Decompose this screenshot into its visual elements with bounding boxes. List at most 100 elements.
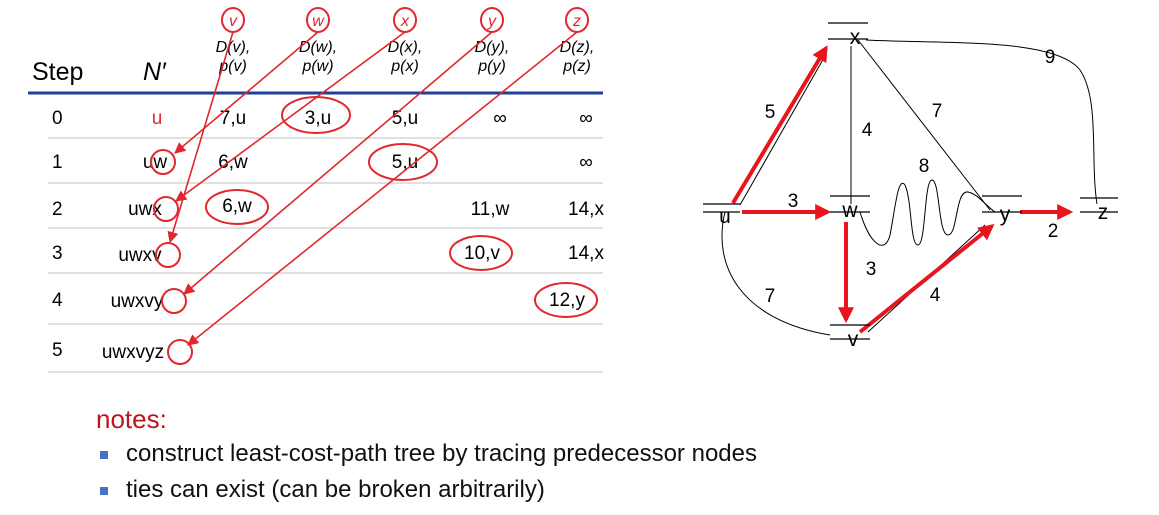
note-text: ties can exist (can be broken arbitraril… [126,476,545,503]
nprime-cell: uw [143,152,168,173]
col-w-d: D(w), [299,39,337,56]
dijkstra-table: Step N′ v D(v), p(v) w D(w), p(w) x D(x)… [28,7,604,373]
nprime-cell: uwxv [118,245,162,266]
added-circle-y [161,288,187,314]
col-x-d: D(x), [388,39,423,56]
trace-arrow-w [174,31,319,154]
step-cell: 5 [52,340,63,361]
weight-u-v: 7 [765,286,776,307]
col-w-p: p(w) [301,58,333,75]
nprime-cell: u [152,108,163,129]
weight-w-y: 8 [919,156,930,177]
col-x-p: p(x) [390,58,419,75]
col-y-d: D(y), [475,39,510,56]
col-z-node: z [572,13,581,30]
table-row: 4 uwxvy 12,y [52,290,585,312]
col-y-node: y [487,13,497,30]
trace-arrow-y [183,31,493,295]
step-cell: 0 [52,108,63,129]
dist-cell: 7,u [220,108,246,129]
note-text: construct least-cost-path tree by tracin… [126,440,757,467]
col-z-d: D(z), [560,39,595,56]
col-v-p: p(v) [218,58,247,75]
square-bullet-icon [100,487,108,495]
dist-cell: ∞ [579,108,593,129]
table-row: 5 uwxvyz [52,340,164,363]
tree-edge-u-x [731,45,828,205]
dist-cell: 5,u [392,108,418,129]
edge-u-v [721,211,831,336]
nprime-cell: uwxvyz [102,342,164,363]
dist-cell: 14,x [568,243,604,264]
dist-cell: 3,u [305,108,331,129]
table-row: 0 u 7,u 3,u 5,u ∞ ∞ [52,108,593,129]
column-headers: v D(v), p(v) w D(w), p(w) x D(x), p(x) y… [216,7,595,75]
node-y-label: y [1000,203,1011,226]
tree-edge-v-y [858,223,995,334]
col-y-p: p(y) [477,58,506,75]
dist-cell: 6,w [218,152,248,173]
weight-u-w: 3 [788,191,799,212]
col-z-circle [565,7,589,33]
dist-cell: 5,u [392,152,418,173]
weight-x-y: 7 [932,101,943,122]
node-z-label: z [1098,201,1109,224]
min-circle-x [368,143,438,181]
edge-u-x [739,55,826,206]
trace-arrows [167,31,578,346]
nprime-header: N′ [143,58,167,86]
edge-x-y [857,39,991,211]
row-rules [48,137,603,373]
dist-cell: 6,w [222,196,252,217]
step-cell: 4 [52,290,63,311]
weight-y-z: 2 [1048,221,1059,242]
square-bullet-icon [100,451,108,459]
node-x: x [828,22,868,49]
node-y: y [982,195,1022,226]
col-v-d: D(v), [216,39,251,56]
min-circle-v [205,189,269,225]
min-circle-y [449,235,513,271]
node-v: v [830,324,870,351]
node-x-label: x [850,26,861,49]
col-w-node: w [312,13,325,30]
node-u: u [703,203,740,228]
step-cell: 3 [52,243,63,264]
min-circle-z [534,282,598,318]
col-x-node: x [400,13,410,30]
added-circle-z [167,339,193,365]
nprime-cell: uwx [128,199,162,220]
dist-cell: 11,w [471,199,510,220]
main-canvas: Step N′ v D(v), p(v) w D(w), p(w) x D(x)… [28,7,1118,373]
trace-arrow-x [175,31,406,202]
weight-x-z: 9 [1045,47,1056,68]
edge-x-z [865,39,1098,205]
network-graph: x u w y z v 5 3 7 4 [703,22,1118,351]
added-circle-w [150,149,176,175]
col-w-circle [306,7,330,33]
weight-u-x: 5 [765,102,776,123]
dist-cell: ∞ [493,108,507,129]
step-header: Step [32,58,83,86]
step-cell: 2 [52,199,63,220]
note-item: ties can exist (can be broken arbitraril… [96,475,757,505]
trace-arrow-v [167,31,234,244]
trace-arrow-z [187,31,578,346]
weight-v-y: 4 [930,285,941,306]
note-item: construct least-cost-path tree by tracin… [96,439,757,469]
node-z: z [1080,197,1118,224]
step-cell: 1 [52,152,63,173]
weight-w-v: 3 [866,259,877,280]
node-w-label: w [841,199,858,222]
dist-cell: 12,y [549,290,585,311]
dist-cell: ∞ [579,152,593,173]
notes-title: notes: [96,404,167,434]
col-v-node: v [229,13,238,30]
node-u-label: u [719,205,731,228]
table-row: 3 uwxv 10,v 14,x [52,243,604,266]
weight-x-w: 4 [862,120,873,141]
added-circle-x [153,196,179,222]
table-row: 1 uw 6,w 5,u ∞ [52,152,593,173]
nprime-cell: uwxvy [111,291,164,312]
node-w: w [830,195,870,222]
